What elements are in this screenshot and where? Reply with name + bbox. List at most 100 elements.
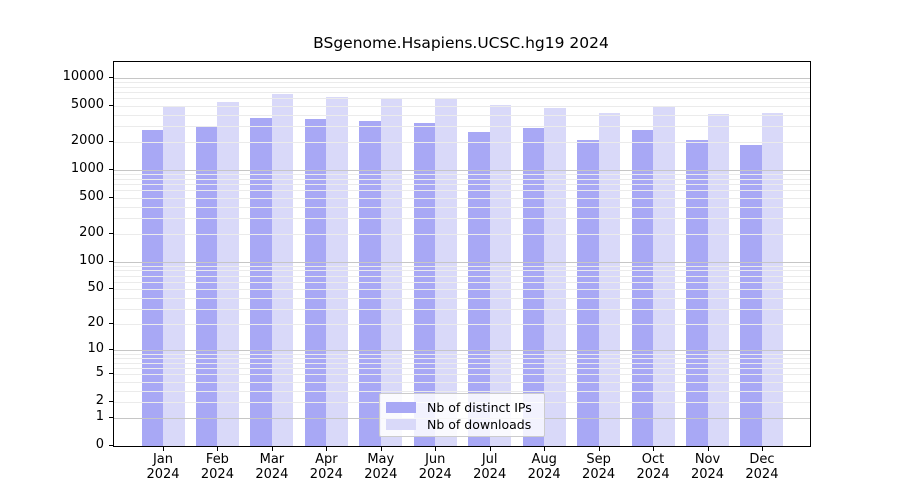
x-tick-mark-dec xyxy=(761,447,763,451)
minor-gridline-4000 xyxy=(114,114,810,116)
legend: Nb of distinct IPs Nb of downloads xyxy=(379,393,545,437)
y-tick-mark-100 xyxy=(109,260,113,262)
legend-swatch-downloads xyxy=(386,419,416,430)
y-tick-mark-1000 xyxy=(109,168,113,170)
minor-gridline-600 xyxy=(114,190,810,192)
major-gridline-10 xyxy=(114,350,810,352)
minor-gridline-4 xyxy=(114,381,810,383)
x-tick-label-jan: Jan 2024 xyxy=(146,452,180,482)
bar-distinct-ips-sep xyxy=(577,140,599,446)
y-tick-label-2: 2 xyxy=(95,393,104,409)
minor-gridline-200 xyxy=(114,234,810,236)
minor-gridline-300 xyxy=(114,217,810,219)
bar-distinct-ips-jul xyxy=(468,131,490,446)
y-tick-mark-5 xyxy=(109,373,113,375)
legend-item-distinct-ips: Nb of distinct IPs xyxy=(386,399,538,416)
minor-gridline-9000 xyxy=(114,82,810,84)
minor-gridline-8000 xyxy=(114,86,810,88)
y-tick-mark-10000 xyxy=(109,76,113,78)
bar-downloads-dec xyxy=(761,112,784,446)
bar-downloads-nov xyxy=(707,114,729,446)
y-tick-label-0: 0 xyxy=(95,437,104,452)
bar-distinct-ips-dec xyxy=(740,145,762,446)
x-tick-label-may: May 2024 xyxy=(364,452,398,482)
bar-distinct-ips-jun xyxy=(413,123,436,446)
x-tick-mark-jun xyxy=(435,447,437,451)
bar-downloads-aug xyxy=(544,108,566,446)
y-tick-mark-5000 xyxy=(109,104,113,106)
x-tick-label-aug: Aug 2024 xyxy=(527,452,561,482)
x-tick-mark-apr xyxy=(326,447,328,451)
y-tick-label-10000: 10000 xyxy=(62,68,104,84)
bar-downloads-mar xyxy=(271,93,294,446)
y-tick-label-100: 100 xyxy=(79,252,104,268)
minor-gridline-800 xyxy=(114,178,810,180)
bar-downloads-feb xyxy=(217,101,239,446)
y-tick-label-10: 10 xyxy=(87,341,104,357)
legend-swatch-distinct-ips xyxy=(386,402,416,413)
x-tick-label-jun: Jun 2024 xyxy=(418,452,452,482)
bar-downloads-jun xyxy=(435,99,457,446)
x-tick-mark-mar xyxy=(271,447,273,451)
major-gridline-1000 xyxy=(114,169,810,171)
x-tick-mark-aug xyxy=(544,447,546,451)
bar-distinct-ips-aug xyxy=(522,128,545,446)
minor-gridline-6 xyxy=(114,368,810,370)
x-tick-label-sep: Sep 2024 xyxy=(582,452,616,482)
minor-gridline-700 xyxy=(114,184,810,186)
y-tick-label-200: 200 xyxy=(79,225,104,241)
minor-gridline-8 xyxy=(114,358,810,360)
minor-gridline-60 xyxy=(114,281,810,283)
minor-gridline-6000 xyxy=(114,98,810,100)
bar-distinct-ips-oct xyxy=(631,129,654,446)
y-tick-mark-20 xyxy=(109,323,113,325)
minor-gridline-2000 xyxy=(114,142,810,144)
y-tick-mark-50 xyxy=(109,287,113,289)
major-gridline-10000 xyxy=(114,77,810,79)
y-tick-mark-0 xyxy=(109,445,113,446)
y-tick-mark-10 xyxy=(109,349,113,351)
y-tick-label-50: 50 xyxy=(87,279,104,295)
bar-distinct-ips-jan xyxy=(141,130,163,446)
legend-label-downloads: Nb of downloads xyxy=(427,417,532,432)
x-tick-label-nov: Nov 2024 xyxy=(690,452,725,482)
minor-gridline-500 xyxy=(114,197,810,199)
minor-gridline-3000 xyxy=(114,126,810,127)
y-tick-mark-2000 xyxy=(109,141,113,143)
legend-label-distinct-ips: Nb of distinct IPs xyxy=(427,400,532,415)
bar-distinct-ips-may xyxy=(359,121,381,446)
minor-gridline-900 xyxy=(114,174,810,176)
x-tick-mark-jul xyxy=(489,447,491,451)
bar-downloads-sep xyxy=(598,113,621,446)
x-tick-label-mar: Mar 2024 xyxy=(255,452,289,482)
x-tick-label-dec: Dec 2024 xyxy=(745,452,779,482)
minor-gridline-90 xyxy=(114,265,810,267)
x-tick-mark-nov xyxy=(707,447,709,451)
x-tick-mark-may xyxy=(380,447,382,451)
y-tick-label-5000: 5000 xyxy=(70,96,104,112)
chart-title: BSgenome.Hsapiens.UCSC.hg19 2024 xyxy=(313,34,609,52)
y-tick-label-20: 20 xyxy=(87,315,104,331)
minor-gridline-50 xyxy=(114,288,810,290)
y-tick-mark-1 xyxy=(109,417,113,419)
y-tick-mark-2 xyxy=(109,401,113,403)
y-tick-label-1: 1 xyxy=(95,409,104,425)
minor-gridline-7000 xyxy=(114,92,810,94)
bar-downloads-jul xyxy=(489,104,512,446)
y-tick-mark-200 xyxy=(109,233,113,235)
y-tick-mark-500 xyxy=(109,196,113,198)
minor-gridline-40 xyxy=(114,297,810,299)
minor-gridline-5 xyxy=(114,374,810,376)
legend-item-downloads: Nb of downloads xyxy=(386,416,538,433)
y-tick-label-2000: 2000 xyxy=(70,133,104,149)
x-tick-mark-jan xyxy=(163,447,164,451)
x-tick-label-jul: Jul 2024 xyxy=(473,452,507,482)
minor-gridline-70 xyxy=(114,275,810,277)
y-tick-label-500: 500 xyxy=(79,188,104,204)
minor-gridline-9 xyxy=(114,354,810,355)
minor-gridline-80 xyxy=(114,270,810,272)
plot-area xyxy=(113,61,811,447)
x-tick-mark-feb xyxy=(217,447,219,451)
